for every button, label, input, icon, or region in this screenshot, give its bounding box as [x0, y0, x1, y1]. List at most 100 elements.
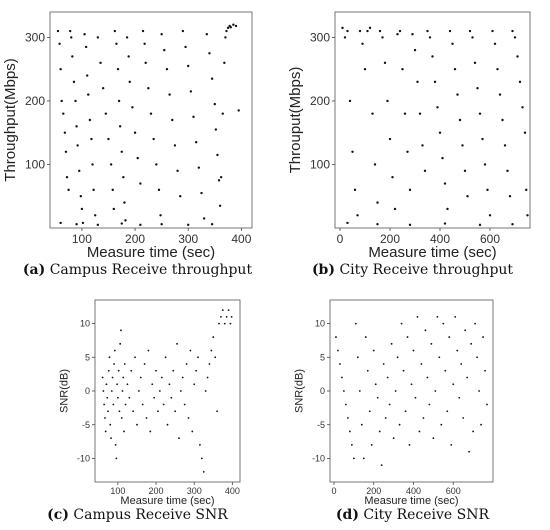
data-point	[438, 356, 441, 359]
data-point	[124, 219, 127, 222]
data-point	[133, 131, 137, 134]
data-point	[219, 175, 223, 179]
data-point	[370, 444, 373, 446]
data-point	[84, 45, 88, 49]
x-tick-label: 400	[406, 486, 421, 496]
data-point	[516, 55, 519, 58]
data-point	[109, 163, 113, 166]
data-point	[96, 36, 100, 39]
data-point	[72, 80, 76, 84]
x-tick-label: 0	[331, 486, 336, 496]
data-point	[63, 131, 67, 134]
data-point	[526, 214, 529, 217]
data-point	[171, 118, 174, 122]
data-point	[430, 342, 433, 345]
data-point	[67, 188, 70, 192]
data-point	[102, 390, 105, 392]
data-point	[423, 169, 427, 173]
data-point	[460, 363, 463, 365]
y-tick-label: 10	[315, 319, 325, 329]
data-point	[402, 369, 405, 372]
data-point	[346, 221, 349, 225]
data-point	[88, 118, 92, 122]
caption-a-letter: (a)	[22, 262, 46, 278]
data-point	[356, 214, 359, 217]
data-point	[443, 222, 447, 225]
data-point	[456, 93, 459, 96]
data-point	[230, 315, 233, 318]
x-tick-label: 200	[125, 232, 145, 246]
y-tick-label: 200	[25, 94, 45, 108]
y-tick-label: 100	[310, 158, 330, 172]
data-point	[388, 137, 392, 141]
data-point	[139, 182, 142, 185]
data-point	[80, 207, 84, 211]
data-point	[160, 33, 163, 36]
data-point	[185, 363, 188, 365]
data-point	[210, 349, 213, 352]
data-point	[75, 222, 78, 226]
data-point	[368, 410, 371, 413]
y-axis-label: Throughput(Mbps)	[2, 58, 19, 181]
data-point	[166, 423, 169, 426]
data-point	[432, 437, 435, 440]
chart-panel-c: 100 200 300 400 -10 -5 0 5 10 Measure time (sec) S…	[0, 290, 275, 507]
data-point	[189, 90, 193, 93]
data-point	[503, 144, 507, 147]
data-point	[93, 214, 97, 217]
data-point	[426, 29, 429, 33]
data-point	[372, 349, 375, 352]
data-point	[141, 403, 144, 406]
data-point	[470, 342, 473, 345]
data-point	[130, 369, 133, 372]
data-point	[506, 169, 509, 173]
data-point	[390, 342, 393, 345]
data-point	[362, 457, 365, 460]
data-point	[438, 131, 442, 134]
data-point	[461, 144, 464, 147]
y-tick-label: 200	[310, 94, 330, 108]
data-point	[103, 403, 106, 406]
data-point	[488, 214, 492, 217]
data-point	[229, 26, 232, 29]
data-point	[225, 29, 228, 33]
y-tick-label: 10	[80, 319, 90, 329]
data-point	[511, 29, 514, 33]
data-point	[440, 423, 443, 426]
y-axis-label: Throuput(Mbps)	[287, 67, 304, 174]
data-point	[366, 29, 369, 33]
data-point	[193, 383, 196, 386]
data-point	[214, 128, 218, 131]
data-point	[396, 33, 399, 36]
data-point	[191, 430, 194, 433]
data-point	[139, 376, 142, 379]
data-point	[511, 222, 514, 226]
data-point	[386, 376, 389, 379]
y-tick-label: -10	[77, 454, 90, 464]
chart-b: 0 200 400 600 100 200 300 Measure time (sec) Thr…	[287, 11, 531, 261]
data-point	[411, 33, 414, 36]
chart-panel-b: 0 200 400 600 100 200 300 Measure time (sec) Thr…	[275, 0, 550, 261]
data-point	[464, 329, 467, 332]
data-point	[128, 396, 131, 399]
x-axis-label: Measure time (sec)	[368, 244, 496, 261]
data-point	[108, 356, 111, 359]
data-point	[354, 322, 357, 325]
data-point	[483, 163, 487, 166]
data-point	[115, 42, 118, 45]
data-point	[468, 450, 471, 453]
data-point	[195, 369, 198, 372]
x-axis-label: Measure time (sec)	[120, 495, 214, 507]
chart-panel-a: 100 200 300 400 100 200 300 Measure time (sec) T…	[0, 0, 275, 261]
data-point	[378, 430, 381, 433]
data-point	[433, 80, 437, 84]
data-point	[463, 169, 467, 173]
data-point	[380, 464, 383, 467]
data-point	[223, 322, 226, 325]
data-point	[401, 67, 404, 71]
data-point	[145, 417, 148, 419]
data-point	[118, 410, 121, 413]
data-point	[106, 396, 109, 399]
x-tick-label: 100	[72, 232, 92, 246]
data-point	[181, 29, 185, 33]
